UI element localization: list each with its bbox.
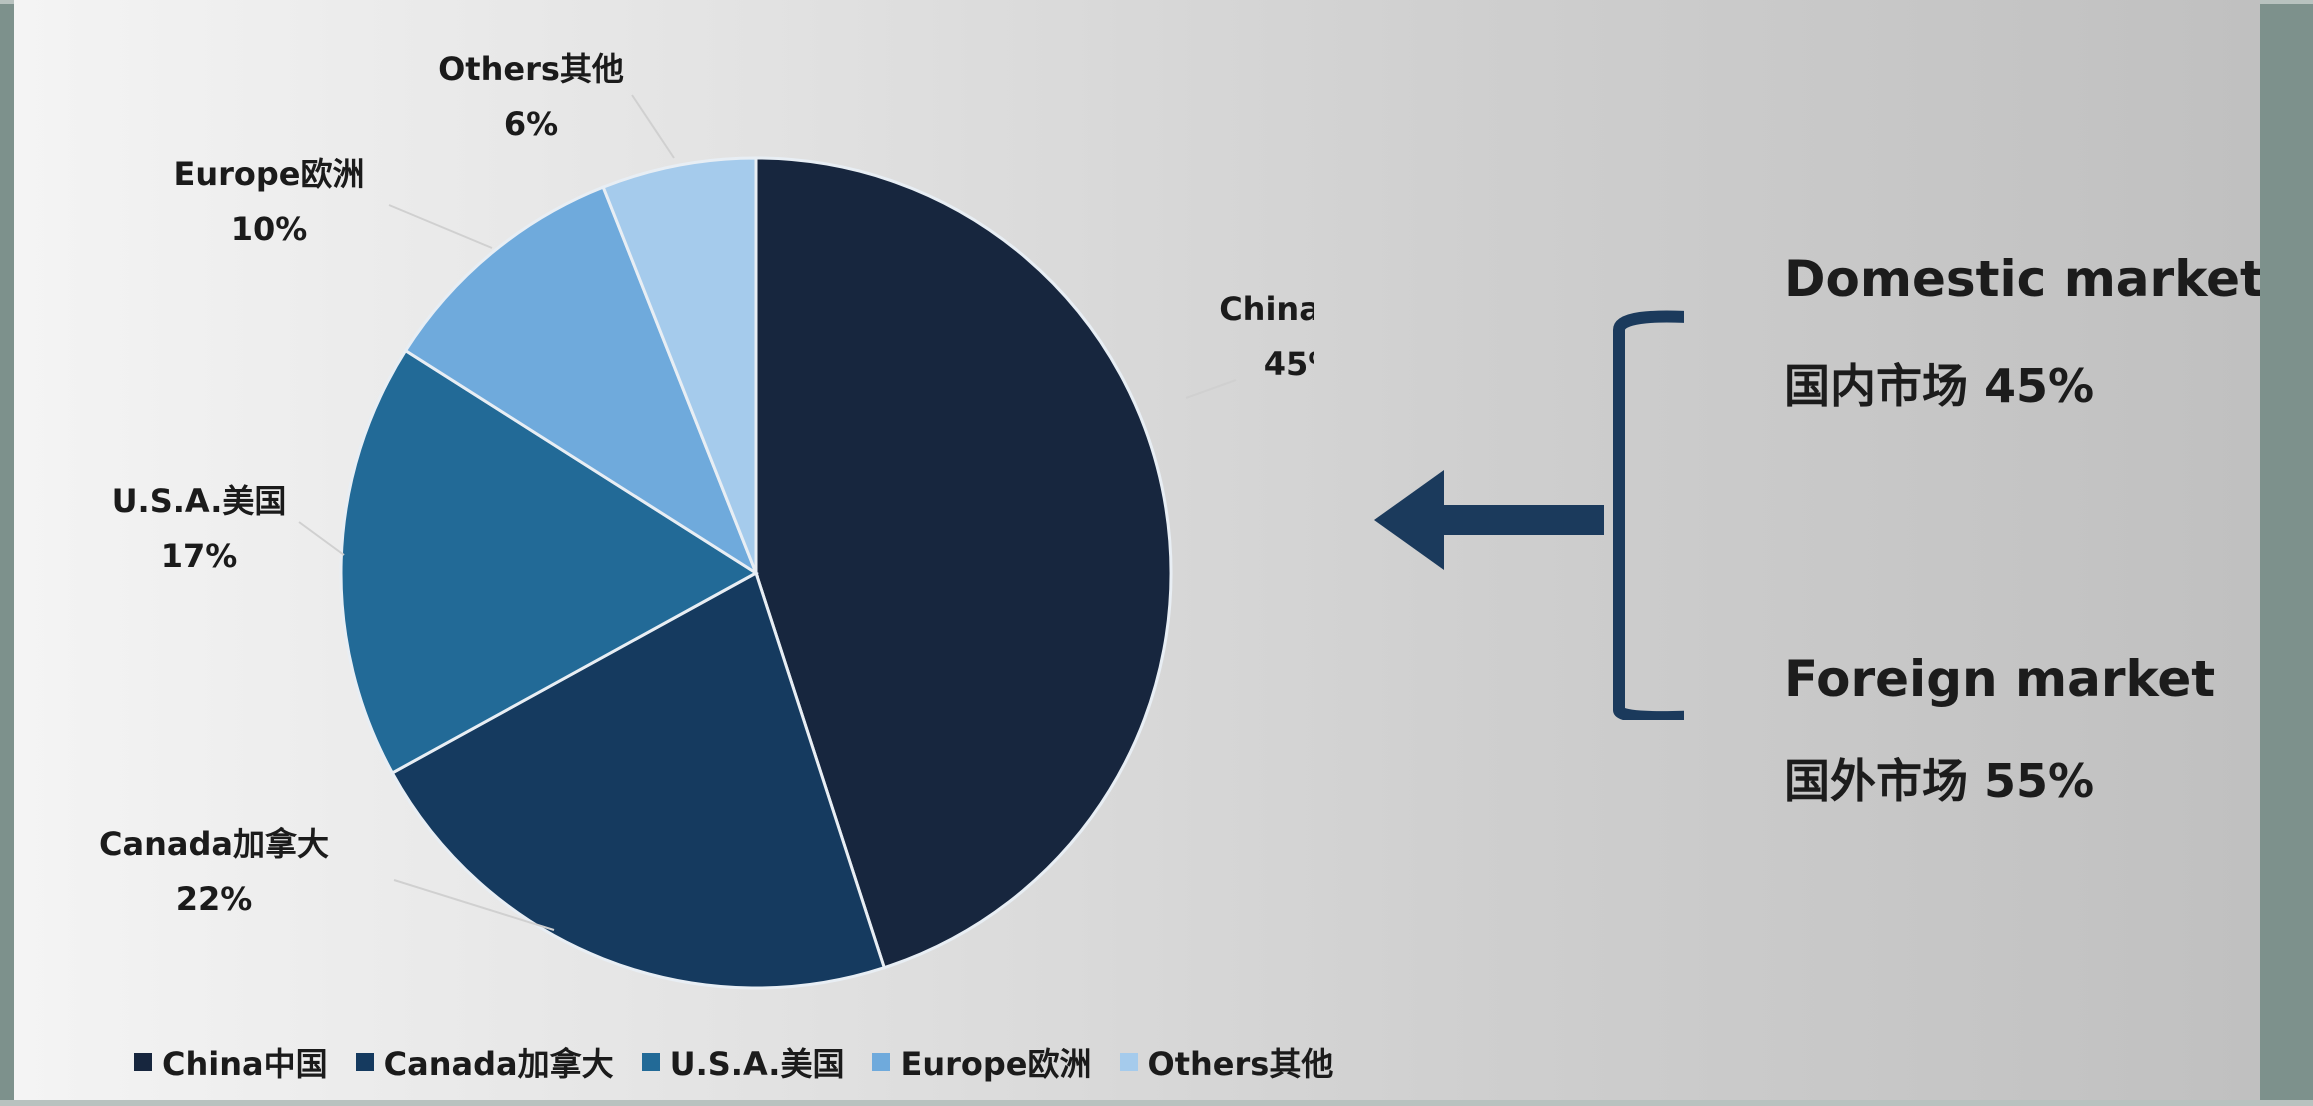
left-arrow-icon [1374,470,1604,570]
data-label-name-canada: Canada加拿大 [99,825,329,863]
chart-legend: China中国 Canada加拿大 U.S.A.美国 Europe欧洲 Othe… [134,1040,1333,1084]
leader-line-china [1185,379,1237,399]
pie-slice-others [601,156,758,574]
slide-panel: China中国 45% Canada加拿大 22% U.S.A.美国 17% Europe欧… [14,0,2260,1106]
legend-label: Canada加拿大 [383,1045,614,1083]
leader-line-europe [388,204,493,249]
legend-swatch [134,1053,152,1071]
data-label-value-usa: 17% [161,537,238,575]
pie-chart: China中国 45% Canada加拿大 22% U.S.A.美国 17% Europe欧… [99,50,1314,990]
pie-slice-europe [403,185,760,577]
market-bracket-arrow [1374,310,1684,720]
legend-item-europe: Europe欧洲 [872,1039,1092,1085]
frame-bottom-strip [0,1100,2313,1106]
pie-slice-canada [390,570,887,990]
data-label-value-europe: 10% [231,210,308,248]
legend-swatch [872,1053,891,1071]
pie-slices [339,156,1173,990]
pie-slice-usa [339,348,759,775]
legend-swatch [1119,1053,1138,1071]
data-label-value-others: 6% [504,105,558,143]
pie-slice-china [754,156,1173,970]
data-label-name-china: China中国 [1219,290,1314,328]
data-label-value-canada: 22% [176,880,253,918]
data-label-name-usa: U.S.A.美国 [112,482,287,520]
pie-data-labels: China中国 45% Canada加拿大 22% U.S.A.美国 17% Europe欧… [99,50,1314,918]
pie-leader-lines [298,94,1237,931]
leader-line-others [631,94,675,159]
data-label-value-china: 45% [1264,345,1314,383]
legend-item-usa: U.S.A.美国 [641,1039,845,1085]
legend-item-others: Others其他 [1119,1039,1334,1085]
foreign-market-title: Foreign market [1784,650,2216,708]
leader-line-usa [298,521,345,556]
foreign-market-value: 国外市场 55% [1784,754,2095,808]
legend-label: China中国 [162,1045,328,1083]
legend-swatch [641,1053,660,1071]
legend-label: Europe欧洲 [900,1045,1092,1083]
bracket-icon [1613,310,1684,720]
legend-label: U.S.A.美国 [669,1045,845,1083]
domestic-market-title: Domestic market [1784,250,2260,308]
legend-item-canada: Canada加拿大 [355,1039,614,1085]
data-label-name-others: Others其他 [438,50,624,88]
legend-item-china: China中国 [134,1039,328,1085]
legend-label: Others其他 [1147,1045,1334,1083]
leader-line-canada [393,879,555,931]
data-label-name-europe: Europe欧洲 [173,155,364,193]
domestic-market-value: 国内市场 45% [1784,359,2095,413]
legend-swatch [355,1053,374,1071]
